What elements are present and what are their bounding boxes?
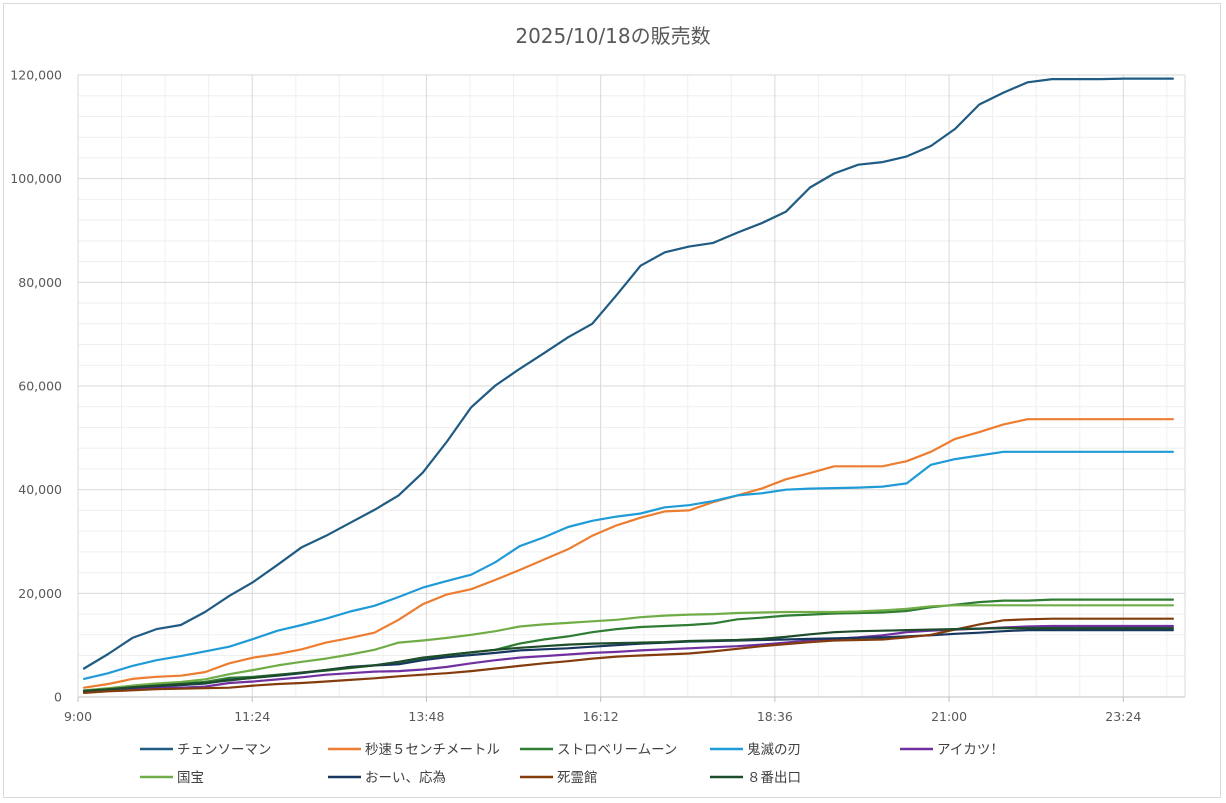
legend-label: 国宝 <box>177 770 204 786</box>
legend-label: チェンソーマン <box>177 742 272 758</box>
y-tick-label: 100,000 <box>10 171 62 186</box>
y-tick-label: 40,000 <box>18 482 62 497</box>
x-tick-label: 16:12 <box>583 709 619 724</box>
legend-label: ８番出口 <box>747 770 801 786</box>
legend-label: 秒速５センチメートル <box>365 742 500 758</box>
legend-label: おーい、応為 <box>365 770 446 786</box>
legend-label: ストロベリームーン <box>557 742 677 758</box>
legend: チェンソーマン 秒速５センチメートル ストロベリームーン 鬼滅の刃 アイカツ！ 国宝 おーい… <box>140 742 1004 786</box>
chart-title: 2025/10/18の販売数 <box>515 24 711 48</box>
x-tick-label: 11:24 <box>234 709 270 724</box>
x-tick-label: 18:36 <box>757 709 793 724</box>
legend-label: 鬼滅の刃 <box>747 742 801 758</box>
y-tick-label: 80,000 <box>18 275 62 290</box>
y-tick-label: 120,000 <box>10 68 62 83</box>
series-line-6 <box>82 604 1175 692</box>
series-line-9 <box>82 626 1175 692</box>
series-line-1 <box>82 77 1175 670</box>
chart-frame <box>3 3 1221 798</box>
series-line-2 <box>82 418 1175 689</box>
y-tick-label: 0 <box>54 690 62 705</box>
y-tick-label: 60,000 <box>18 379 62 394</box>
axes: 0 20,000 40,000 60,000 80,000 100,000 120,000 9… <box>10 68 1186 724</box>
x-tick-label: 23:24 <box>1105 709 1141 724</box>
y-tick-label: 20,000 <box>18 586 62 601</box>
x-tick-label: 9:00 <box>64 709 92 724</box>
major-gridlines <box>77 74 1185 698</box>
legend-label: アイカツ！ <box>937 742 1004 758</box>
series-line-4 <box>82 450 1175 681</box>
legend-label: 死霊館 <box>557 770 598 786</box>
x-tick-label: 21:00 <box>931 709 967 724</box>
x-tick-label: 13:48 <box>408 709 444 724</box>
series-line-8 <box>82 617 1175 695</box>
series-lines <box>82 77 1175 695</box>
